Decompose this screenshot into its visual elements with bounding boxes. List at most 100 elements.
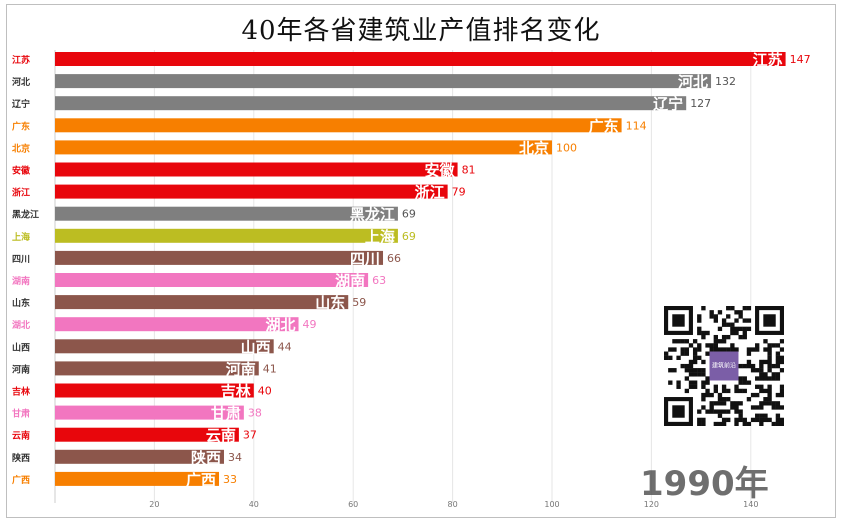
qr-module: [742, 306, 747, 311]
qr-module: [775, 343, 781, 348]
qr-module: [775, 363, 781, 369]
qr-module: [759, 417, 764, 423]
qr-module: [775, 421, 781, 426]
qr-module: [779, 384, 784, 389]
qr-module: [755, 343, 760, 348]
qr-module: [742, 318, 747, 323]
qr-module: [709, 310, 714, 315]
qr-module: [726, 322, 731, 327]
qr-module: [721, 384, 727, 389]
qr-module: [779, 359, 784, 365]
x-tick-label: 100: [544, 500, 559, 509]
qr-module: [767, 417, 772, 423]
value-label: 127: [690, 97, 711, 110]
qr-module: [717, 409, 723, 414]
qr-module: [701, 384, 706, 389]
qr-module: [742, 326, 747, 332]
qr-module: [734, 421, 739, 426]
value-label: 66: [387, 252, 401, 265]
qr-module: [755, 417, 760, 423]
qr-module: [701, 380, 706, 385]
category-label: 陕西: [12, 452, 30, 464]
bar-inner-label: 安徽: [425, 162, 456, 180]
qr-module: [672, 368, 677, 373]
qr-module: [763, 388, 768, 394]
qr-module: [734, 330, 739, 336]
qr-module: [775, 417, 781, 423]
category-label: 北京: [12, 142, 30, 154]
category-label: 吉林: [12, 386, 31, 398]
qr-module: [775, 401, 781, 406]
qr-module: [701, 421, 706, 426]
qr-module: [668, 347, 673, 352]
qr-finder-core: [672, 314, 685, 327]
qr-module: [726, 397, 731, 402]
qr-module: [738, 417, 743, 423]
qr-module: [734, 417, 739, 423]
qr-module: [709, 392, 714, 398]
qr-module: [688, 384, 694, 389]
qr-module: [755, 347, 760, 352]
qr-module: [746, 397, 752, 402]
qr-module: [701, 405, 706, 410]
category-label: 云南: [12, 430, 30, 442]
qr-module: [684, 363, 690, 369]
qr-module: [709, 343, 714, 348]
qr-module: [771, 363, 776, 369]
qr-module: [684, 368, 690, 373]
qr-module: [738, 314, 743, 319]
qr-module: [779, 368, 784, 373]
category-label: 山东: [12, 297, 30, 309]
category-label: 湖南: [12, 275, 30, 287]
qr-module: [759, 384, 764, 389]
category-label: 山西: [12, 341, 30, 353]
qr-module: [709, 314, 714, 319]
qr-module: [763, 417, 768, 423]
qr-module: [779, 392, 784, 398]
qr-module: [721, 421, 727, 426]
qr-module: [746, 421, 752, 426]
qr-module: [750, 347, 756, 352]
x-tick-label: 20: [149, 500, 159, 509]
value-label: 114: [626, 119, 647, 132]
qr-module: [713, 343, 718, 348]
x-tick-label: 40: [249, 500, 259, 509]
qr-module: [730, 326, 735, 332]
qr-module: [767, 384, 772, 389]
bar-inner-label: 广东: [589, 117, 619, 135]
bar: [55, 74, 712, 89]
category-label: 江苏: [12, 54, 30, 66]
qr-module: [738, 326, 743, 332]
qr-module: [767, 363, 772, 369]
qr-module: [750, 405, 756, 410]
bar-inner-label: 云南: [206, 427, 236, 445]
qr-module: [726, 334, 731, 340]
qr-module: [759, 368, 764, 373]
qr-module: [755, 368, 760, 373]
qr-module: [742, 417, 747, 423]
qr-module: [767, 343, 772, 348]
qr-module: [680, 347, 685, 352]
qr-module: [676, 339, 681, 344]
qr-module: [721, 339, 727, 344]
qr-module: [759, 372, 764, 377]
qr-module: [779, 347, 784, 352]
qr-module: [738, 388, 743, 394]
qr-module: [713, 314, 718, 319]
qr-module: [775, 359, 781, 365]
qr-module: [701, 372, 706, 377]
qr-module: [697, 372, 702, 377]
qr-module: [771, 376, 776, 381]
qr-module: [755, 384, 760, 389]
qr-module: [697, 330, 702, 336]
qr-module: [779, 355, 784, 360]
qr-module: [721, 334, 727, 340]
qr-module: [668, 368, 673, 373]
qr-module: [738, 363, 743, 369]
qr-module: [746, 363, 752, 369]
qr-module: [767, 401, 772, 406]
qr-module: [721, 318, 727, 323]
value-label: 132: [715, 75, 736, 88]
category-label: 河北: [12, 76, 30, 88]
